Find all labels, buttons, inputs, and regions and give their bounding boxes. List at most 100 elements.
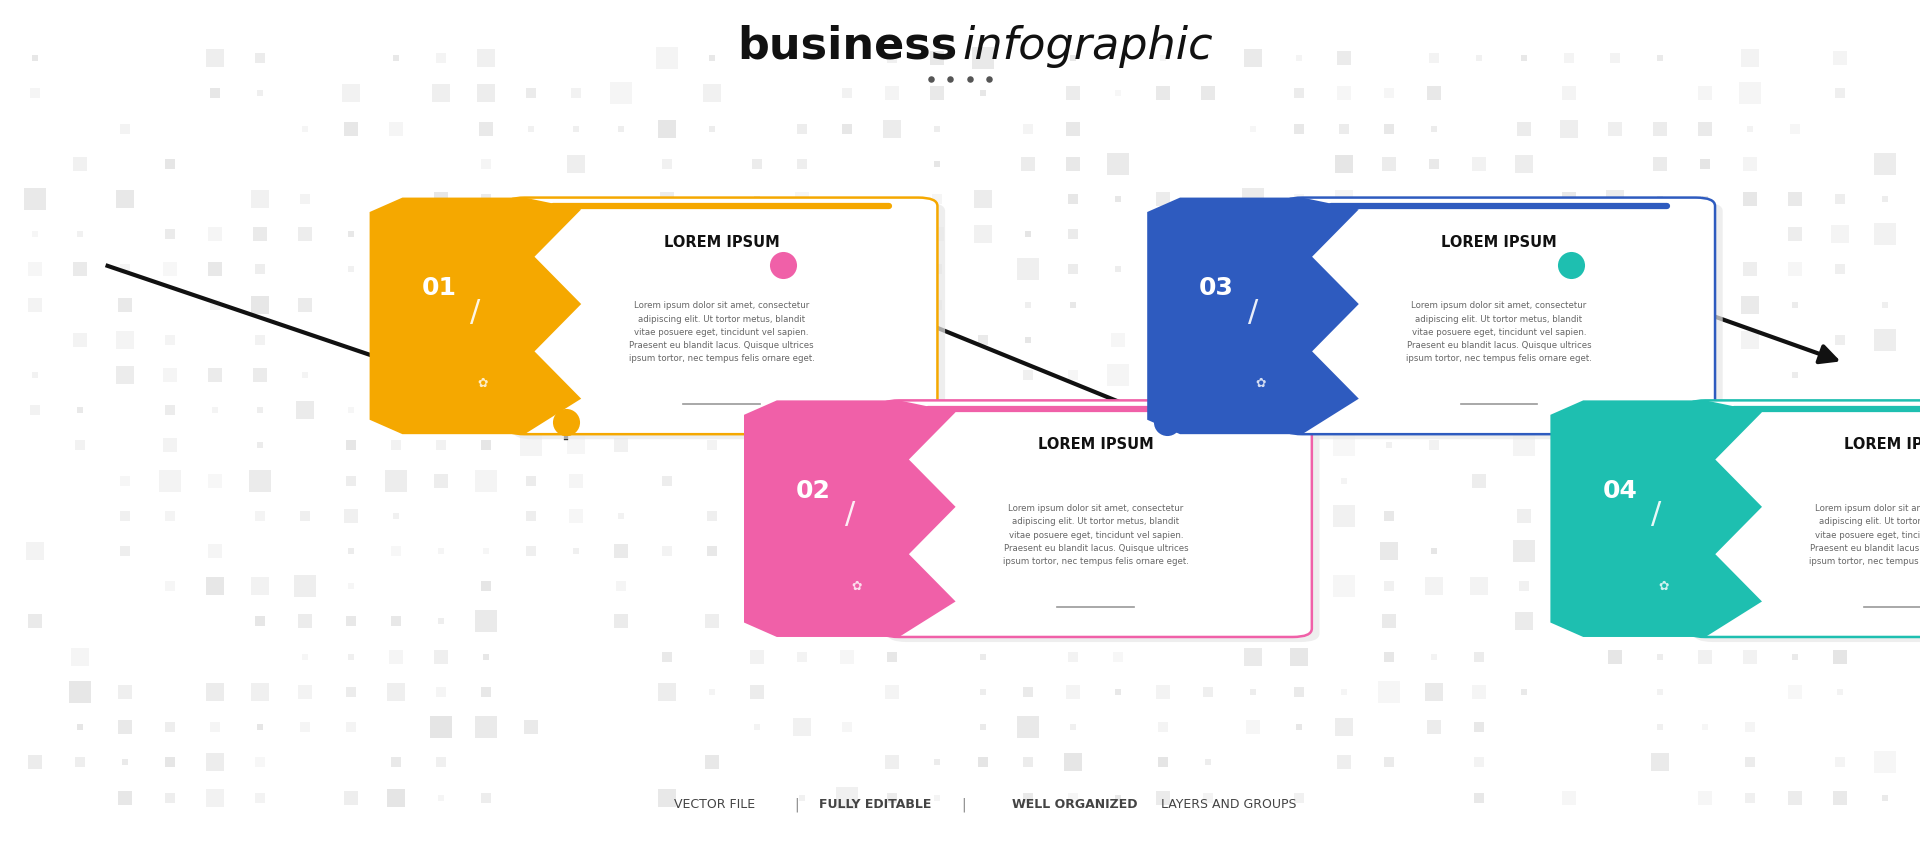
- Point: [246, 299, 276, 312]
- Point: [1192, 755, 1223, 769]
- Point: [336, 510, 367, 523]
- Point: [1734, 791, 1764, 804]
- Point: [1463, 791, 1494, 804]
- Point: [426, 474, 457, 488]
- Point: [200, 544, 230, 558]
- Point: [741, 510, 772, 523]
- Point: [336, 650, 367, 663]
- Point: [1012, 755, 1043, 769]
- Point: [336, 791, 367, 804]
- Point: [1824, 791, 1855, 804]
- Point: [246, 791, 276, 804]
- Point: [1509, 510, 1540, 523]
- Point: [1553, 615, 1584, 629]
- Point: [1238, 474, 1269, 488]
- Point: [156, 580, 186, 593]
- Point: [1824, 263, 1855, 277]
- Point: [1644, 193, 1674, 207]
- Point: [1058, 228, 1089, 241]
- Point: [470, 615, 501, 629]
- Point: [470, 88, 501, 101]
- Point: [877, 650, 908, 663]
- Point: [697, 755, 728, 769]
- Point: [607, 544, 637, 558]
- Point: [1509, 122, 1540, 136]
- Point: [1644, 510, 1674, 523]
- Point: [1012, 791, 1043, 804]
- Point: [426, 721, 457, 734]
- Point: [336, 615, 367, 629]
- Point: [156, 228, 186, 241]
- Polygon shape: [1551, 401, 1763, 637]
- Point: [109, 755, 140, 769]
- Point: [607, 510, 637, 523]
- Point: [19, 88, 50, 101]
- Point: [1824, 193, 1855, 207]
- Point: [1148, 755, 1179, 769]
- Point: [1419, 650, 1450, 663]
- Point: [200, 685, 230, 699]
- Point: [1058, 158, 1089, 171]
- Point: [831, 88, 862, 101]
- Point: [470, 685, 501, 699]
- Point: [697, 263, 728, 277]
- Point: [426, 52, 457, 66]
- Point: [470, 580, 501, 593]
- Point: [1553, 88, 1584, 101]
- Text: infographic: infographic: [962, 25, 1213, 68]
- Point: [607, 404, 637, 418]
- Point: [1329, 369, 1359, 382]
- Point: [470, 193, 501, 207]
- Point: [561, 369, 591, 382]
- Point: [290, 510, 321, 523]
- Point: [1599, 228, 1630, 241]
- Point: [1870, 580, 1901, 593]
- Point: [1148, 228, 1179, 241]
- Point: [1329, 263, 1359, 277]
- Point: [1463, 474, 1494, 488]
- Point: [1644, 755, 1674, 769]
- Text: ✿: ✿: [852, 579, 862, 592]
- Point: [787, 791, 818, 804]
- Text: LAYERS AND GROUPS: LAYERS AND GROUPS: [1162, 797, 1296, 810]
- Point: [1373, 333, 1404, 347]
- Point: [551, 415, 582, 429]
- Point: [1824, 544, 1855, 558]
- Point: [200, 88, 230, 101]
- FancyBboxPatch shape: [1290, 203, 1722, 440]
- Point: [1419, 333, 1450, 347]
- Text: WELL ORGANIZED: WELL ORGANIZED: [1012, 797, 1139, 810]
- Point: [1870, 474, 1901, 488]
- Point: [156, 474, 186, 488]
- Point: [426, 685, 457, 699]
- Point: [1283, 228, 1313, 241]
- Point: [651, 685, 682, 699]
- Polygon shape: [369, 198, 582, 435]
- Point: [336, 474, 367, 488]
- Point: [877, 88, 908, 101]
- Point: [1283, 510, 1313, 523]
- Point: [1329, 122, 1359, 136]
- FancyBboxPatch shape: [505, 198, 937, 435]
- Point: [19, 404, 50, 418]
- Point: [1283, 650, 1313, 663]
- Point: [1644, 52, 1674, 66]
- Text: ✿: ✿: [1659, 579, 1668, 592]
- Point: [1102, 369, 1133, 382]
- Point: [922, 88, 952, 101]
- Point: [1283, 615, 1313, 629]
- Text: business: business: [737, 25, 956, 68]
- Point: [156, 263, 186, 277]
- Point: [1644, 685, 1674, 699]
- Point: [973, 73, 1004, 87]
- Point: [1102, 650, 1133, 663]
- Text: FULLY EDITABLE: FULLY EDITABLE: [820, 797, 931, 810]
- Point: [109, 544, 140, 558]
- Point: [65, 650, 96, 663]
- Point: [831, 721, 862, 734]
- Point: [787, 404, 818, 418]
- Point: [470, 474, 501, 488]
- Point: [426, 755, 457, 769]
- Point: [1192, 791, 1223, 804]
- Point: [1238, 228, 1269, 241]
